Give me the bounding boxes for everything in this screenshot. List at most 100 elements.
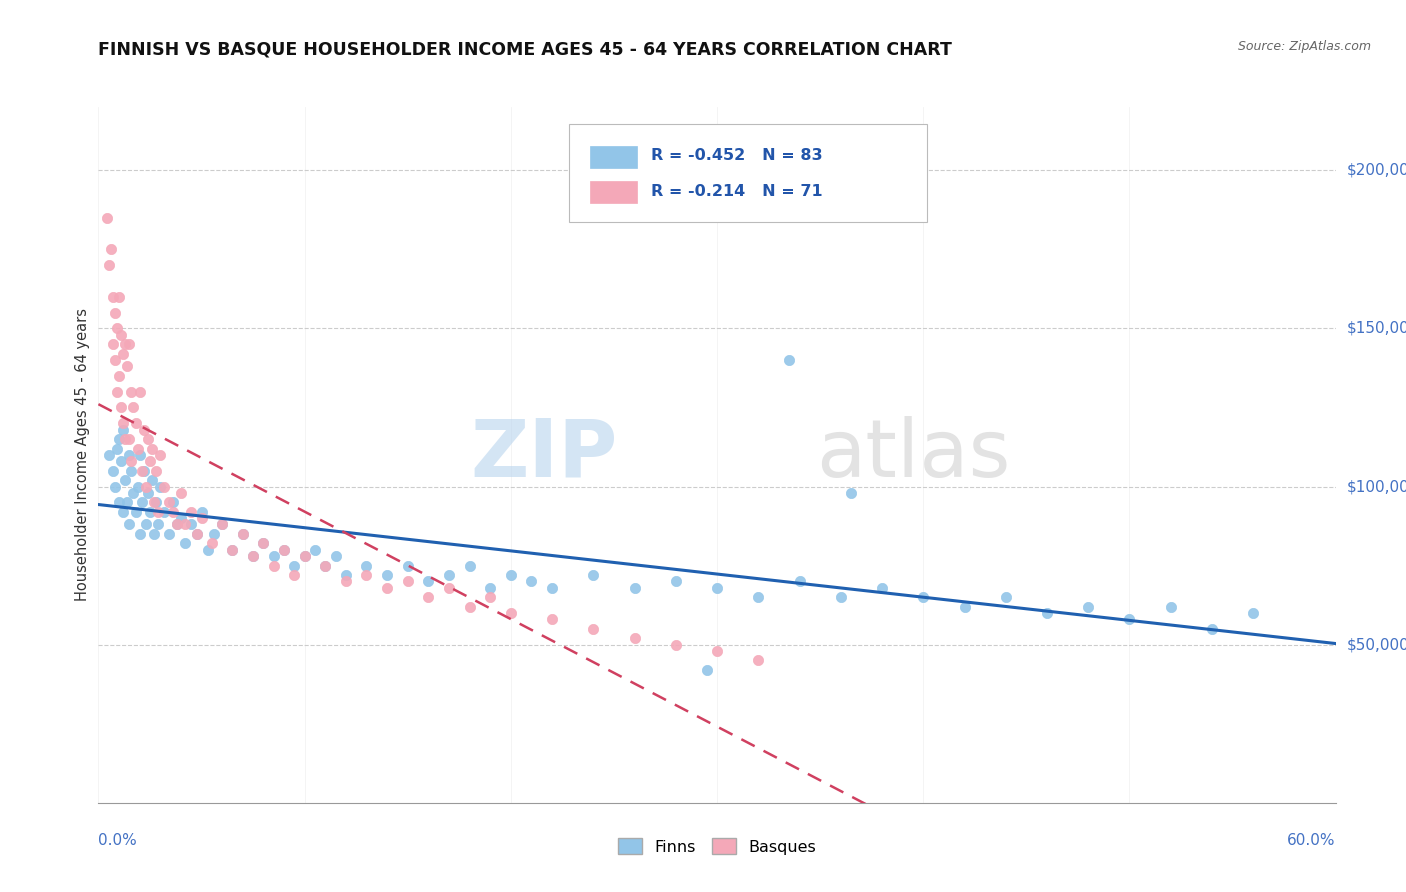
- Point: [131, 495, 153, 509]
- Point: [520, 574, 543, 589]
- Point: [994, 591, 1017, 605]
- Point: [335, 568, 357, 582]
- Point: [747, 591, 769, 605]
- Point: [120, 384, 142, 399]
- Point: [263, 558, 285, 573]
- Point: [122, 486, 145, 500]
- Point: [143, 527, 166, 541]
- Point: [120, 454, 142, 468]
- Text: 0.0%: 0.0%: [98, 833, 138, 848]
- Point: [283, 568, 305, 582]
- Point: [148, 505, 170, 519]
- Point: [623, 581, 645, 595]
- Point: [118, 337, 141, 351]
- Text: 60.0%: 60.0%: [1288, 833, 1336, 848]
- Point: [1160, 599, 1182, 614]
- Point: [108, 432, 131, 446]
- Point: [145, 495, 167, 509]
- Point: [186, 527, 208, 541]
- Point: [149, 448, 172, 462]
- Text: $150,000: $150,000: [1347, 321, 1406, 336]
- Point: [114, 337, 136, 351]
- Y-axis label: Householder Income Ages 45 - 64 years: Householder Income Ages 45 - 64 years: [75, 309, 90, 601]
- Point: [124, 505, 146, 519]
- Point: [418, 591, 440, 605]
- Point: [201, 536, 224, 550]
- Point: [127, 479, 149, 493]
- Point: [437, 581, 460, 595]
- Text: FINNISH VS BASQUE HOUSEHOLDER INCOME AGES 45 - 64 YEARS CORRELATION CHART: FINNISH VS BASQUE HOUSEHOLDER INCOME AGE…: [98, 40, 952, 58]
- Point: [458, 558, 481, 573]
- Point: [108, 495, 131, 509]
- Point: [197, 542, 219, 557]
- Point: [141, 442, 163, 456]
- Point: [396, 558, 419, 573]
- Point: [128, 384, 150, 399]
- Point: [100, 243, 122, 257]
- Text: atlas: atlas: [815, 416, 1011, 494]
- Point: [153, 505, 176, 519]
- Point: [110, 454, 132, 468]
- Point: [162, 495, 184, 509]
- Point: [375, 568, 398, 582]
- Point: [101, 464, 124, 478]
- Legend: Finns, Basques: Finns, Basques: [612, 831, 823, 861]
- Point: [294, 549, 316, 563]
- Point: [114, 473, 136, 487]
- Point: [118, 432, 141, 446]
- Point: [232, 527, 254, 541]
- Point: [135, 517, 157, 532]
- Text: ZIP: ZIP: [471, 416, 619, 494]
- Point: [499, 568, 522, 582]
- Point: [304, 542, 326, 557]
- Point: [458, 599, 481, 614]
- Point: [190, 511, 212, 525]
- Point: [166, 517, 188, 532]
- Point: [112, 505, 135, 519]
- Point: [96, 211, 118, 225]
- Point: [127, 442, 149, 456]
- Point: [479, 581, 502, 595]
- Point: [665, 638, 688, 652]
- Point: [221, 542, 243, 557]
- Point: [118, 448, 141, 462]
- Point: [1036, 606, 1059, 620]
- Point: [136, 432, 159, 446]
- Point: [112, 347, 135, 361]
- Point: [273, 542, 295, 557]
- Point: [499, 606, 522, 620]
- Point: [180, 517, 202, 532]
- Point: [149, 479, 172, 493]
- Text: R = -0.452   N = 83: R = -0.452 N = 83: [651, 148, 823, 163]
- Point: [242, 549, 264, 563]
- Point: [283, 558, 305, 573]
- Point: [143, 495, 166, 509]
- Point: [665, 574, 688, 589]
- Point: [623, 632, 645, 646]
- Point: [211, 517, 233, 532]
- Point: [202, 527, 225, 541]
- Point: [104, 305, 127, 319]
- Point: [112, 417, 135, 431]
- Point: [157, 495, 180, 509]
- Point: [375, 581, 398, 595]
- Point: [325, 549, 347, 563]
- Point: [706, 644, 728, 658]
- Point: [582, 622, 605, 636]
- Point: [110, 401, 132, 415]
- Point: [97, 448, 120, 462]
- Point: [747, 653, 769, 667]
- Point: [105, 442, 128, 456]
- Point: [166, 517, 188, 532]
- Point: [437, 568, 460, 582]
- Point: [148, 517, 170, 532]
- Point: [314, 558, 336, 573]
- Text: Source: ZipAtlas.com: Source: ZipAtlas.com: [1237, 40, 1371, 54]
- Text: $200,000: $200,000: [1347, 163, 1406, 178]
- Point: [186, 527, 208, 541]
- Point: [170, 486, 193, 500]
- Point: [122, 401, 145, 415]
- Point: [110, 327, 132, 342]
- Point: [1201, 622, 1223, 636]
- Point: [104, 479, 127, 493]
